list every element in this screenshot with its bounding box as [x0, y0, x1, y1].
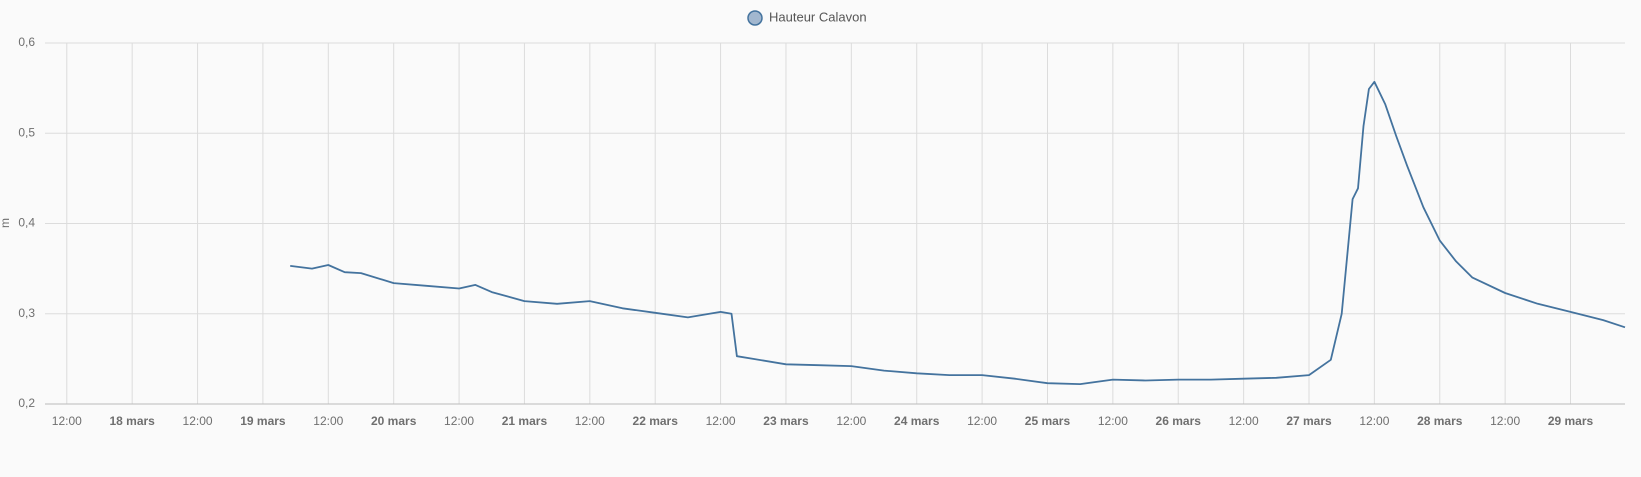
x-tick-label: 12:00 [1490, 414, 1520, 428]
legend-marker[interactable] [747, 10, 763, 26]
x-tick-label: 28 mars [1417, 414, 1463, 428]
x-tick-label: 25 mars [1025, 414, 1071, 428]
x-tick-label: 12:00 [52, 414, 82, 428]
y-tick-label: 0,6 [18, 35, 35, 49]
x-tick-label: 27 mars [1286, 414, 1332, 428]
x-tick-label: 23 mars [763, 414, 809, 428]
x-tick-label: 29 mars [1548, 414, 1594, 428]
x-tick-label: 12:00 [183, 414, 213, 428]
x-tick-label: 12:00 [575, 414, 605, 428]
legend-label[interactable]: Hauteur Calavon [769, 9, 867, 24]
x-tick-label: 12:00 [967, 414, 997, 428]
x-tick-label: 12:00 [313, 414, 343, 428]
y-axis-label: m [0, 218, 12, 228]
y-tick-label: 0,4 [18, 216, 35, 230]
x-tick-label: 19 mars [240, 414, 286, 428]
y-tick-label: 0,5 [18, 125, 35, 139]
x-tick-label: 20 mars [371, 414, 417, 428]
x-tick-label: 18 mars [109, 414, 155, 428]
x-tick-label: 22 mars [633, 414, 679, 428]
x-tick-label: 12:00 [1359, 414, 1389, 428]
x-tick-label: 12:00 [1229, 414, 1259, 428]
x-tick-label: 12:00 [1098, 414, 1128, 428]
x-tick-label: 12:00 [836, 414, 866, 428]
data-line [290, 80, 1626, 386]
x-tick-label: 21 mars [502, 414, 548, 428]
y-tick-label: 0,3 [18, 306, 35, 320]
x-tick-label: 26 mars [1156, 414, 1202, 428]
y-tick-label: 0,2 [18, 396, 35, 410]
x-tick-label: 24 mars [894, 414, 940, 428]
x-tick-label: 12:00 [444, 414, 474, 428]
x-tick-label: 12:00 [706, 414, 736, 428]
